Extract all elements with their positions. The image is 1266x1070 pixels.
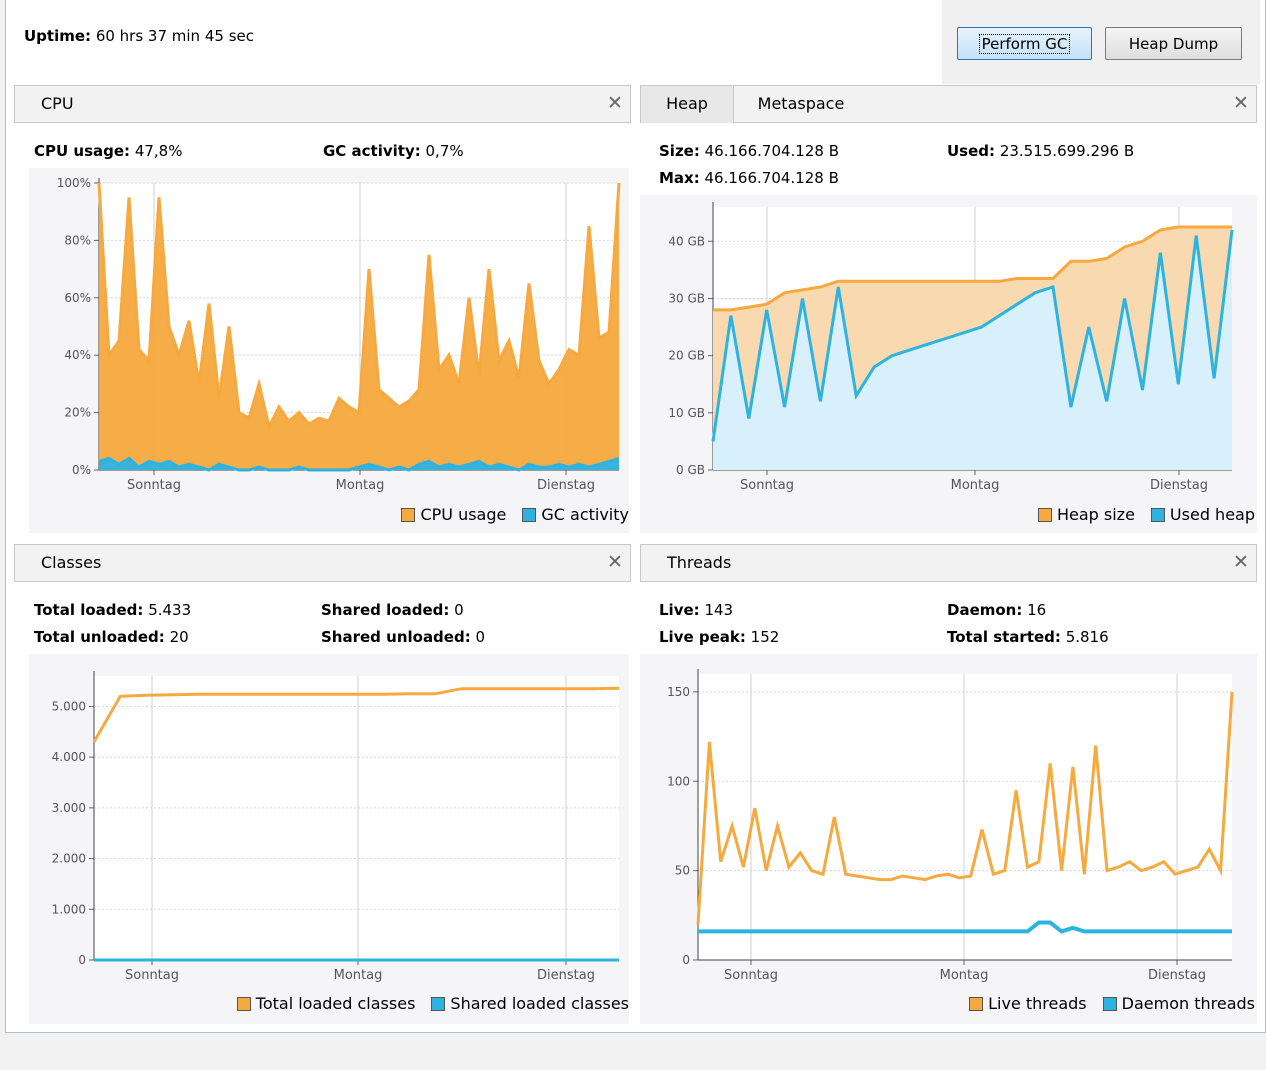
total-loaded-stat: Total loaded: 5.433 xyxy=(34,601,192,619)
classes-panel-header: Classes ✕ xyxy=(14,544,631,582)
x-tick-label: Sonntag xyxy=(740,478,794,493)
heap-legend: Heap size Used heap xyxy=(1037,505,1255,524)
heap-panel-header: Heap Metaspace ✕ xyxy=(640,85,1257,123)
heap-used-stat: Used: 23.515.699.296 B xyxy=(947,142,1135,160)
threads-legend: Live threads Daemon threads xyxy=(969,994,1255,1013)
heap-panel: Heap Metaspace ✕ Size: 46.166.704.128 B … xyxy=(640,85,1257,565)
y-tick-label: 0 GB xyxy=(676,463,705,477)
cpu-chart-svg: 0% 20% 40% 60% 80% 100% Sonntag Montag Dienstag xyxy=(57,176,621,493)
x-tick-label: Dienstag xyxy=(537,478,595,493)
threads-panel-header: Threads ✕ xyxy=(640,544,1257,582)
x-tick-label: Dienstag xyxy=(1148,968,1206,983)
y-tick-label: 3.000 xyxy=(52,801,86,815)
daemon-threads-stat: Daemon: 16 xyxy=(947,601,1047,619)
total-unloaded-stat: Total unloaded: 20 xyxy=(34,628,189,646)
legend-item-live-threads: Live threads xyxy=(969,994,1087,1013)
y-tick-label: 40 GB xyxy=(668,234,705,248)
x-tick-label: Montag xyxy=(951,478,1000,493)
y-tick-label: 50 xyxy=(675,864,690,878)
status-strip xyxy=(0,1033,1266,1070)
x-tick-label: Sonntag xyxy=(127,478,181,493)
y-tick-label: 10 GB xyxy=(668,406,705,420)
tab-metaspace[interactable]: Metaspace xyxy=(757,94,845,113)
y-tick-label: 40% xyxy=(64,348,91,362)
cpu-legend: CPU usage GC activity xyxy=(401,505,629,524)
legend-item-total-loaded: Total loaded classes xyxy=(236,994,415,1013)
heap-dump-button[interactable]: Heap Dump xyxy=(1105,27,1242,60)
total-started-stat: Total started: 5.816 xyxy=(947,628,1109,646)
x-tick-label: Montag xyxy=(940,968,989,983)
legend-item-daemon-threads: Daemon threads xyxy=(1102,994,1255,1013)
series-line-1 xyxy=(698,920,1232,934)
cpu-chart: 0% 20% 40% 60% 80% 100% Sonntag Montag Dienstag xyxy=(29,168,629,533)
threads-chart-svg: 0 50 100 150 Sonntag Montag Dienstag xyxy=(667,669,1234,983)
close-icon[interactable]: ✕ xyxy=(607,551,623,573)
heap-chart-svg: 0 GB 10 GB 20 GB 30 GB 40 GB Sonntag Montag Die… xyxy=(668,202,1234,493)
classes-panel: Classes ✕ Total loaded: 5.433 Shared loa… xyxy=(14,544,631,1024)
live-peak-stat: Live peak: 152 xyxy=(659,628,780,646)
series-line-1 xyxy=(98,456,620,472)
x-tick-label: Sonntag xyxy=(125,968,179,983)
legend-item-used-heap: Used heap xyxy=(1150,505,1255,524)
cpu-panel-title: CPU xyxy=(41,94,74,113)
tab-heap[interactable]: Heap xyxy=(641,86,734,123)
series-line-0 xyxy=(97,182,621,432)
threads-chart: 0 50 100 150 Sonntag Montag Dienstag xyxy=(640,654,1257,1024)
y-tick-label: 0 xyxy=(682,953,690,967)
x-tick-label: Dienstag xyxy=(537,968,595,983)
shared-loaded-stat: Shared loaded: 0 xyxy=(321,601,464,619)
y-tick-label: 100% xyxy=(57,176,91,190)
close-icon[interactable]: ✕ xyxy=(1233,551,1249,573)
heap-max-stat: Max: 46.166.704.128 B xyxy=(659,169,839,187)
close-icon[interactable]: ✕ xyxy=(1233,92,1249,114)
y-tick-label: 0 xyxy=(78,953,86,967)
gc-activity-stat: GC activity: 0,7% xyxy=(323,142,464,160)
threads-panel-title: Threads xyxy=(667,553,732,572)
y-tick-label: 80% xyxy=(64,233,91,247)
live-threads-stat: Live: 143 xyxy=(659,601,734,619)
uptime-readout: Uptime: 60 hrs 37 min 45 sec xyxy=(24,27,254,45)
plot-area xyxy=(94,676,619,960)
threads-panel: Threads ✕ Live: 143 Daemon: 16 Live peak… xyxy=(640,544,1257,1024)
y-tick-label: 100 xyxy=(667,774,690,788)
classes-chart: 0 1.000 2.000 3.000 4.000 5.000 Sonntag Montag D… xyxy=(29,654,629,1024)
x-tick-label: Montag xyxy=(336,478,385,493)
x-tick-label: Dienstag xyxy=(1150,478,1208,493)
y-tick-label: 2.000 xyxy=(52,852,86,866)
y-tick-label: 150 xyxy=(667,685,690,699)
legend-item-cpu-usage: CPU usage xyxy=(401,505,506,524)
y-tick-label: 60% xyxy=(64,291,91,305)
legend-item-heap-size: Heap size xyxy=(1037,505,1135,524)
series-line-0 xyxy=(713,225,1232,312)
y-tick-label: 1.000 xyxy=(52,902,86,916)
plot-area xyxy=(698,674,1232,960)
series-area-1 xyxy=(713,229,1232,470)
series-line-1 xyxy=(711,229,1234,442)
classes-chart-svg: 0 1.000 2.000 3.000 4.000 5.000 Sonntag Montag D… xyxy=(52,671,620,983)
heap-size-stat: Size: 46.166.704.128 B xyxy=(659,142,839,160)
y-tick-label: 20 GB xyxy=(668,349,705,363)
y-tick-label: 30 GB xyxy=(668,291,705,305)
y-tick-label: 0% xyxy=(72,463,91,477)
uptime-value: 60 hrs 37 min 45 sec xyxy=(95,27,254,45)
y-tick-label: 20% xyxy=(64,406,91,420)
y-tick-label: 4.000 xyxy=(52,750,86,764)
cpu-usage-stat: CPU usage: 47,8% xyxy=(34,142,183,160)
series-area-0 xyxy=(99,183,619,470)
x-tick-label: Montag xyxy=(334,968,383,983)
series-line-0 xyxy=(696,691,1234,925)
y-tick-label: 5.000 xyxy=(52,699,86,713)
cpu-panel-header: CPU ✕ xyxy=(14,85,631,123)
classes-panel-title: Classes xyxy=(41,553,102,572)
shared-unloaded-stat: Shared unloaded: 0 xyxy=(321,628,486,646)
perform-gc-button[interactable]: Perform GC xyxy=(957,27,1092,60)
cpu-panel: CPU ✕ CPU usage: 47,8% GC activity: 0,7%… xyxy=(14,85,631,565)
classes-legend: Total loaded classes Shared loaded class… xyxy=(236,994,629,1013)
x-tick-label: Sonntag xyxy=(724,968,778,983)
close-icon[interactable]: ✕ xyxy=(607,92,623,114)
heap-chart: 0 GB 10 GB 20 GB 30 GB 40 GB Sonntag Montag Die… xyxy=(640,195,1257,533)
legend-item-gc-activity: GC activity xyxy=(522,505,629,524)
legend-item-shared-loaded: Shared loaded classes xyxy=(431,994,629,1013)
